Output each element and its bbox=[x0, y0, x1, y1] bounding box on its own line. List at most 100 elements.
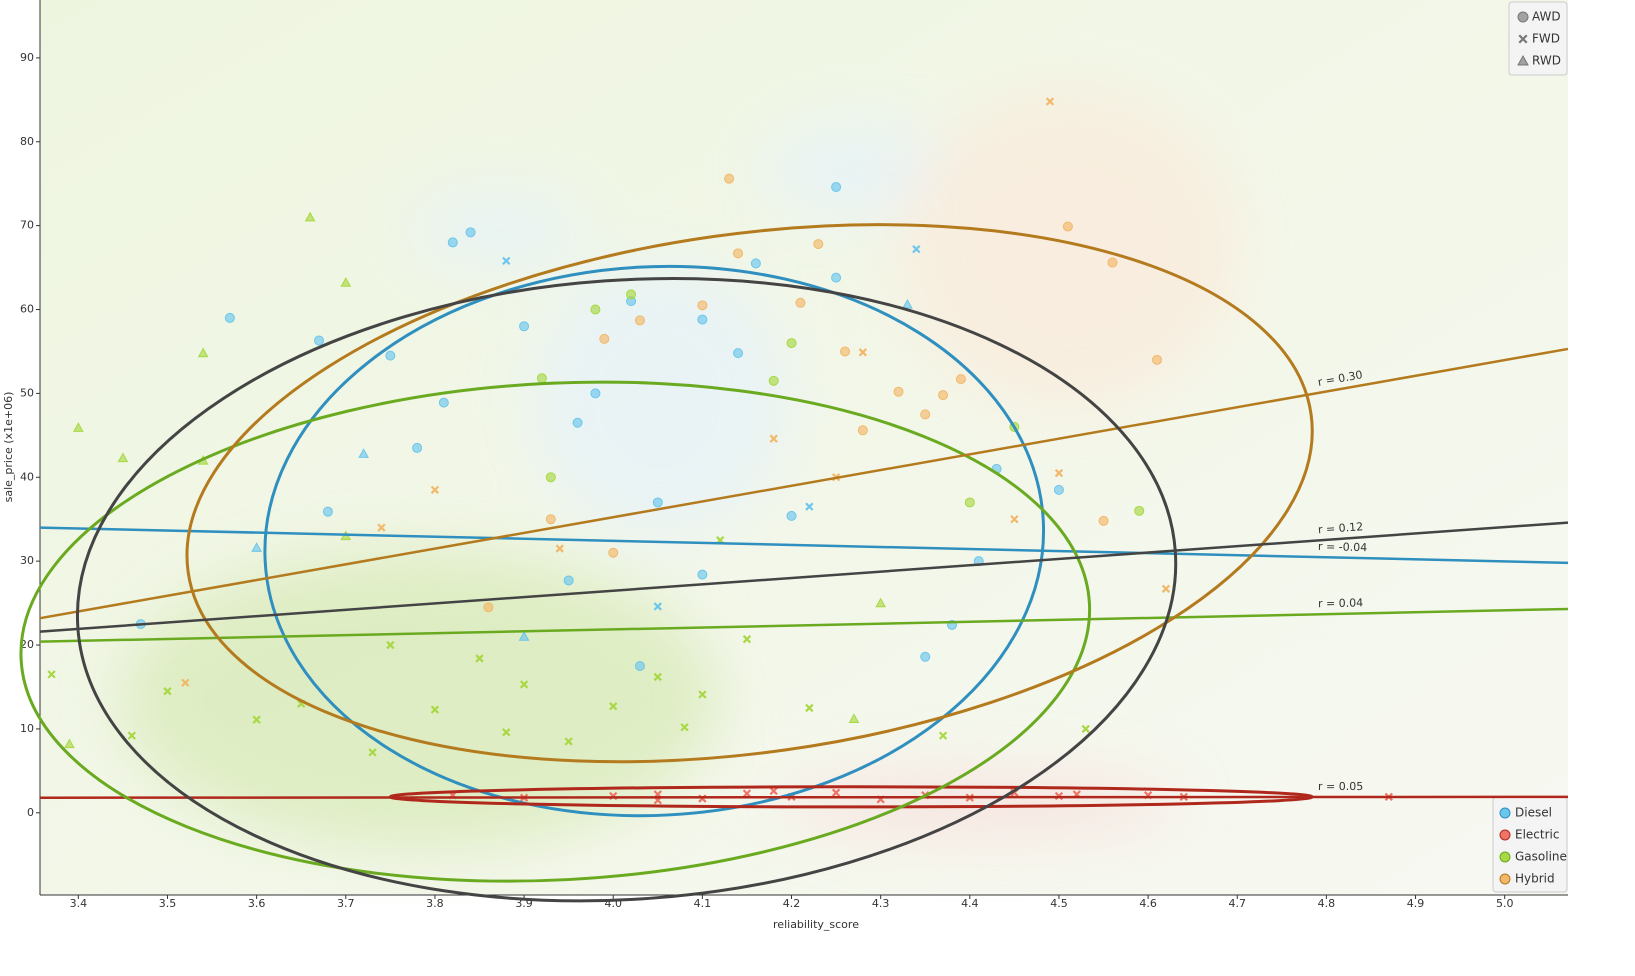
point bbox=[697, 314, 708, 325]
point bbox=[412, 442, 423, 453]
point bbox=[875, 597, 887, 608]
point bbox=[518, 631, 530, 641]
legend-label: AWD bbox=[1532, 10, 1561, 24]
point bbox=[563, 575, 574, 586]
point bbox=[386, 640, 395, 650]
point bbox=[733, 348, 744, 359]
point bbox=[358, 448, 369, 458]
point bbox=[608, 547, 619, 558]
point bbox=[634, 315, 645, 326]
y-tick-label: 90 bbox=[20, 51, 34, 64]
point bbox=[47, 670, 56, 679]
point bbox=[920, 651, 931, 662]
point bbox=[1107, 257, 1118, 268]
point bbox=[536, 373, 547, 384]
point bbox=[1161, 584, 1171, 593]
point bbox=[733, 248, 744, 259]
point bbox=[224, 312, 235, 323]
point bbox=[938, 390, 949, 401]
point bbox=[251, 542, 262, 552]
point bbox=[555, 544, 564, 553]
regression-line bbox=[39, 607, 1569, 643]
y-tick-label: 20 bbox=[20, 638, 34, 651]
point bbox=[680, 723, 689, 732]
point bbox=[519, 680, 529, 689]
point bbox=[634, 661, 645, 672]
y-tick-label: 70 bbox=[20, 219, 34, 232]
r-label: r = 0.04 bbox=[1318, 596, 1364, 610]
regression-line bbox=[39, 521, 1569, 633]
r-label: r = -0.04 bbox=[1318, 540, 1367, 554]
point bbox=[475, 654, 484, 663]
legend-marker bbox=[1499, 807, 1511, 819]
point bbox=[564, 737, 573, 746]
point bbox=[893, 386, 904, 397]
legend-label: Hybrid bbox=[1515, 872, 1555, 886]
y-tick-label: 10 bbox=[20, 722, 34, 735]
point bbox=[831, 788, 841, 797]
legend-marker bbox=[1499, 873, 1511, 885]
point bbox=[912, 244, 921, 254]
point bbox=[127, 731, 136, 740]
point bbox=[652, 497, 663, 508]
legend-label: Diesel bbox=[1515, 806, 1552, 820]
point bbox=[786, 510, 797, 521]
ellipse bbox=[19, 380, 1092, 883]
point bbox=[599, 333, 610, 344]
x-tick-label: 4.2 bbox=[783, 897, 801, 910]
point bbox=[742, 635, 752, 644]
ellipse bbox=[185, 223, 1314, 764]
regression-line bbox=[39, 347, 1569, 620]
x-tick-label: 4.6 bbox=[1139, 897, 1157, 910]
point bbox=[304, 211, 316, 222]
point bbox=[1081, 724, 1090, 734]
point bbox=[447, 237, 458, 248]
point bbox=[831, 272, 842, 283]
point bbox=[805, 502, 814, 511]
x-tick-label: 4.9 bbox=[1407, 897, 1425, 910]
y-tick-label: 30 bbox=[20, 554, 34, 567]
point bbox=[322, 506, 333, 517]
point bbox=[750, 258, 761, 269]
point bbox=[653, 672, 662, 682]
point bbox=[857, 425, 868, 436]
point bbox=[502, 256, 511, 266]
point bbox=[848, 713, 860, 723]
y-tick-label: 0 bbox=[27, 806, 34, 819]
legend-label: FWD bbox=[1532, 32, 1560, 46]
point bbox=[724, 173, 735, 184]
x-tick-label: 3.8 bbox=[426, 897, 444, 910]
r-label: r = 0.12 bbox=[1318, 520, 1364, 536]
legend-marker bbox=[1499, 829, 1511, 841]
point bbox=[340, 277, 352, 287]
point bbox=[314, 335, 325, 346]
x-tick-label: 5.0 bbox=[1496, 897, 1514, 910]
point bbox=[653, 602, 662, 611]
point bbox=[117, 452, 129, 463]
legend-label: Electric bbox=[1515, 828, 1559, 842]
point bbox=[813, 239, 824, 250]
point bbox=[697, 569, 708, 580]
regression-line bbox=[39, 526, 1569, 565]
density-background bbox=[120, 90, 1240, 850]
point bbox=[1054, 468, 1064, 478]
point bbox=[385, 350, 396, 361]
point bbox=[769, 786, 778, 796]
y-tick-label: 40 bbox=[20, 470, 34, 483]
point bbox=[609, 702, 618, 711]
point bbox=[626, 289, 637, 300]
point bbox=[483, 602, 494, 613]
x-tick-label: 4.7 bbox=[1229, 897, 1247, 910]
point bbox=[831, 182, 842, 193]
point bbox=[430, 485, 440, 495]
y-tick-label: 50 bbox=[20, 386, 34, 399]
ellipse bbox=[388, 785, 1314, 809]
ellipse bbox=[263, 264, 1046, 818]
y-tick-label: 60 bbox=[20, 303, 34, 316]
point bbox=[545, 514, 556, 525]
point bbox=[858, 348, 867, 357]
point bbox=[545, 472, 556, 483]
point bbox=[902, 298, 913, 309]
point bbox=[590, 388, 601, 399]
r-label: r = 0.05 bbox=[1318, 780, 1363, 793]
